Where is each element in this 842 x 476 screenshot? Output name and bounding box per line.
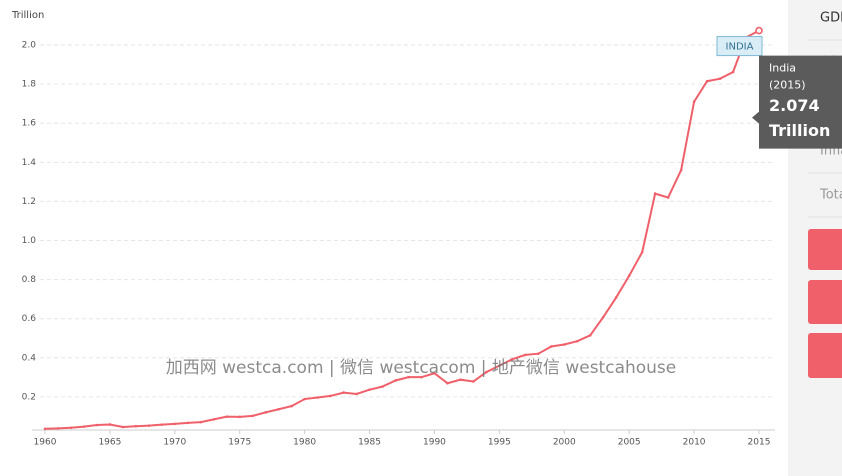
x-tick-label: 1985 [358,438,381,448]
point [186,421,190,425]
point [718,77,722,80]
tooltip-unit: Trillion [769,121,830,140]
tooltip-subtitle: (2015) [769,79,806,92]
point [355,392,358,396]
x-tick-label: 1975 [228,438,251,448]
point [368,388,371,391]
point [588,334,592,337]
point [225,415,229,418]
series-line [44,29,760,430]
point [173,422,177,426]
sidebar-item: GDP [820,11,842,26]
tooltip-value: 2.074 [769,96,820,115]
point [199,420,203,424]
y-tick-label: 1.4 [22,158,37,168]
series-label: INDIA [726,42,754,53]
x-tick-label: 2010 [683,438,706,448]
y-tick-label: 0.2 [22,392,36,402]
point [731,70,735,74]
x-tick-label: 2005 [618,438,641,448]
x-tick-label: 1995 [488,438,511,448]
point [394,379,397,382]
point [614,296,618,299]
point [433,371,436,375]
point [277,407,280,411]
point [160,423,164,426]
point [679,168,683,172]
y-tick-label: 0.6 [22,314,37,324]
point [549,345,553,348]
sidebar-button[interactable] [808,333,842,378]
point [640,250,644,254]
point [705,79,709,83]
point [381,385,384,388]
point [511,357,514,361]
x-tick-label: 2000 [553,438,576,448]
tooltip-title: India [769,62,796,75]
y-tick-label: 1.8 [22,80,37,90]
point [666,196,670,199]
y-tick-label: 2.0 [22,41,37,51]
x-tick-label: 1970 [163,438,186,448]
y-axis-label: Trillion [11,10,44,21]
point [147,424,151,427]
point [303,397,306,401]
point [56,427,60,430]
point [446,381,449,385]
point [251,414,255,418]
point [95,423,99,427]
point [627,274,631,278]
point [537,352,540,356]
point [69,426,73,430]
point [601,315,605,319]
point [485,370,488,374]
point [755,26,763,35]
point [82,425,86,428]
point [472,380,475,383]
point [407,375,410,379]
point [212,418,216,421]
tooltip [752,55,842,149]
x-tick-label: 1980 [293,438,316,448]
point [121,425,125,429]
point [498,364,501,367]
point [329,394,332,398]
point [459,378,462,382]
sidebar-item: Tota [819,188,842,203]
point [43,427,47,431]
x-tick-label: 1965 [98,438,121,448]
point [108,423,112,426]
y-tick-label: 0.8 [22,275,37,285]
x-tick-label: 1990 [423,438,446,448]
y-tick-label: 1.0 [22,236,37,246]
x-tick-label: 1960 [34,438,57,448]
sidebar-button[interactable] [808,280,842,324]
point [316,396,319,399]
x-tick-label: 2015 [748,438,771,448]
point [653,192,657,195]
point [342,391,345,394]
sidebar-button[interactable] [808,229,842,270]
point [290,404,293,408]
series-label-box [716,36,763,57]
point [238,415,242,419]
watermark: 加西网 westca.com | 微信 westcacom | 地产微信 wes… [166,358,677,378]
point [575,339,579,343]
point [562,343,566,346]
y-tick-label: 1.2 [22,197,36,207]
y-tick-label: 0.4 [22,353,37,363]
y-tick-label: 1.6 [22,119,37,129]
point [134,424,138,428]
point [420,375,423,379]
point [692,100,696,104]
point [524,353,527,357]
point [264,411,267,414]
